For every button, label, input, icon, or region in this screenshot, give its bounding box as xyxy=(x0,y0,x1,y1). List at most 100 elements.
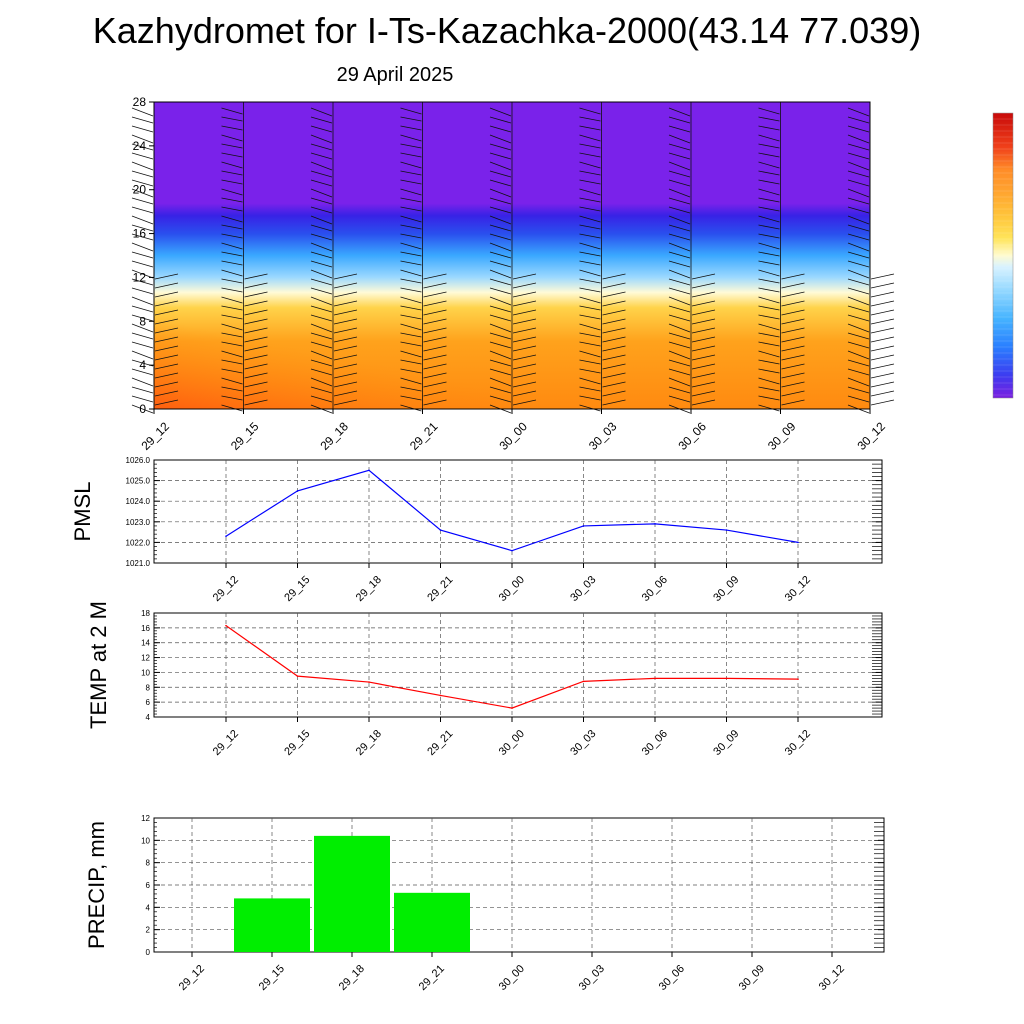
wind-barb xyxy=(691,273,716,280)
wind-barb xyxy=(310,395,333,403)
wind-barb xyxy=(131,377,154,387)
wind-barb xyxy=(131,395,154,403)
wind-barb xyxy=(691,300,716,307)
wind-barb xyxy=(310,305,333,313)
wind-barb xyxy=(668,386,691,394)
wind-barb xyxy=(691,336,716,343)
wind-barb xyxy=(400,269,422,277)
wind-barb xyxy=(131,305,154,313)
wind-barb xyxy=(131,107,154,117)
wind-barb xyxy=(758,224,780,230)
wind-barb xyxy=(221,332,243,338)
wind-barb xyxy=(847,134,870,144)
wind-barb xyxy=(333,363,358,370)
wind-barb xyxy=(423,282,447,289)
wind-barb xyxy=(668,188,691,198)
wind-barb xyxy=(221,269,243,277)
wind-barb xyxy=(310,116,333,124)
wind-barb xyxy=(691,345,716,352)
wind-barb xyxy=(579,341,601,347)
wind-barb xyxy=(131,314,154,322)
wind-barb xyxy=(310,170,333,178)
wind-barb xyxy=(847,341,870,349)
wind-barb xyxy=(423,399,447,406)
wind-barb xyxy=(131,197,154,205)
wind-barb xyxy=(758,368,780,374)
x-tick-label: 29_15 xyxy=(282,574,312,604)
wind-barb xyxy=(333,309,358,316)
wind-barb xyxy=(400,188,422,196)
wind-barb xyxy=(244,390,268,397)
wind-barb xyxy=(691,327,716,334)
wind-barb xyxy=(668,134,691,144)
wind-barb xyxy=(244,309,268,316)
wind-barb xyxy=(781,327,805,334)
wind-barb xyxy=(781,399,805,406)
wind-barb xyxy=(333,318,358,325)
x-tick-label: 29_21 xyxy=(417,963,447,993)
wind-barb xyxy=(154,309,179,316)
wind-barb xyxy=(579,332,601,338)
wind-barb xyxy=(244,381,268,388)
wind-barb xyxy=(400,107,422,115)
wind-barb xyxy=(579,287,601,293)
wind-barb xyxy=(781,345,805,352)
wind-barb xyxy=(512,327,537,334)
x-tick-label: 30_09 xyxy=(737,963,767,993)
wind-barb xyxy=(244,345,268,352)
wind-barb xyxy=(602,300,626,307)
wind-barb xyxy=(668,233,691,241)
wind-barb xyxy=(579,404,601,412)
panel-frame xyxy=(153,459,883,564)
heatmap-y-tick-label: 24 xyxy=(133,139,147,153)
wind-barb xyxy=(489,125,512,133)
wind-barb xyxy=(244,372,268,379)
wind-barb xyxy=(758,287,780,293)
data-point xyxy=(511,707,513,709)
wind-barb xyxy=(668,296,691,306)
wind-barb xyxy=(221,170,243,176)
wind-barb xyxy=(400,305,422,311)
wind-barb xyxy=(310,179,333,187)
wind-barb xyxy=(221,125,243,131)
wind-barb xyxy=(847,170,870,178)
wind-barb xyxy=(489,107,512,117)
wind-barb xyxy=(512,390,537,397)
y-axis-label: PRECIP, mm xyxy=(84,821,109,949)
wind-barb xyxy=(131,152,154,160)
wind-barb xyxy=(310,260,333,268)
wind-barb xyxy=(668,305,691,313)
wind-barb xyxy=(154,327,179,334)
wind-barb xyxy=(221,368,243,374)
wind-barb xyxy=(131,404,154,414)
temp-chart: 4 6 8 10 12 14 16 18 29_12 29_15 29_18 29_21 30_00 30… xyxy=(86,601,883,758)
wind-barb xyxy=(579,314,601,320)
wind-barb xyxy=(221,134,243,142)
y-tick-label: 10 xyxy=(141,836,150,845)
wind-barb xyxy=(512,381,537,388)
heatmap-x-tick-label: 29_12 xyxy=(138,419,172,453)
wind-barb xyxy=(400,386,422,392)
wind-barb xyxy=(668,107,691,117)
wind-barb xyxy=(310,125,333,133)
wind-barb xyxy=(310,278,333,286)
wind-barb xyxy=(870,309,895,316)
wind-barb xyxy=(489,170,512,178)
wind-barb xyxy=(847,314,870,322)
wind-barb xyxy=(758,215,780,223)
wind-barb xyxy=(221,233,243,239)
x-tick-label: 30_00 xyxy=(497,574,527,604)
wind-barb xyxy=(423,309,447,316)
wind-barb xyxy=(310,134,333,144)
wind-barb xyxy=(244,291,268,298)
wind-barb xyxy=(579,395,601,401)
wind-barb xyxy=(870,381,895,388)
data-point xyxy=(511,549,513,552)
wind-barb xyxy=(847,377,870,387)
wind-barb xyxy=(870,372,895,379)
wind-barb xyxy=(131,323,154,333)
wind-barb xyxy=(758,107,780,115)
wind-barb xyxy=(244,336,268,343)
wind-barb xyxy=(691,291,716,298)
wind-barb xyxy=(400,197,422,203)
